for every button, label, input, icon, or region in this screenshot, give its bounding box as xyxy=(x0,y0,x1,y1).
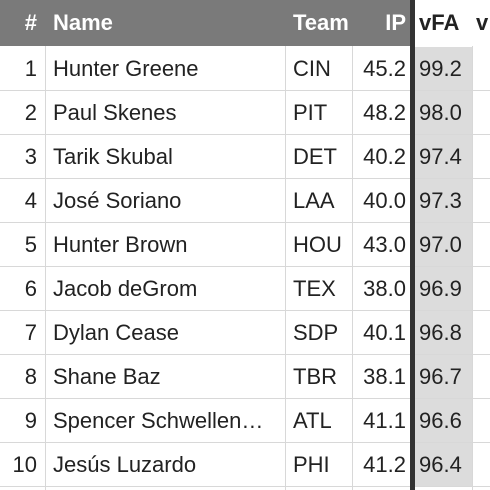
rank: 8 xyxy=(24,364,37,389)
innings-pitched: 40.2 xyxy=(363,144,406,169)
player-name: Hunter Brown xyxy=(53,232,188,257)
player-name-header: Name xyxy=(45,0,285,46)
team: TBR xyxy=(293,364,337,389)
column-divider xyxy=(45,46,46,490)
player-name: Hunter Greene xyxy=(53,56,199,81)
team: HOU xyxy=(293,232,342,257)
vfa: 96.4 xyxy=(415,443,472,486)
rank: 4 xyxy=(24,188,37,213)
innings-pitched: 48.2 xyxy=(363,100,406,125)
rank: 1 xyxy=(24,56,37,81)
innings-pitched-header: IP xyxy=(352,0,410,46)
innings-pitched: 38.0 xyxy=(363,276,406,301)
team: SDP xyxy=(293,320,339,345)
player-name: Jacob deGrom xyxy=(53,276,198,301)
rank: 9 xyxy=(24,408,37,433)
rank: 5 xyxy=(24,232,37,257)
frozen-column-divider xyxy=(410,0,415,490)
row-divider xyxy=(0,310,490,311)
innings-pitched: 41.1 xyxy=(363,408,406,433)
row-divider xyxy=(0,486,490,487)
rank: 3 xyxy=(24,144,37,169)
column-divider xyxy=(285,46,286,490)
vfa-header: vFA xyxy=(415,0,472,46)
rank: 6 xyxy=(24,276,37,301)
rank: 2 xyxy=(24,100,37,125)
vfa: 97.4 xyxy=(415,135,472,178)
innings-pitched: 40.1 xyxy=(363,320,406,345)
row-divider xyxy=(0,266,490,267)
row-divider xyxy=(0,222,490,223)
innings-pitched: 40.0 xyxy=(363,188,406,213)
vfa: 97.3 xyxy=(415,179,472,222)
row-divider xyxy=(0,134,490,135)
team: PHI xyxy=(293,452,330,477)
innings-pitched: 43.0 xyxy=(363,232,406,257)
vfa: 96.8 xyxy=(415,311,472,354)
team: ATL xyxy=(293,408,332,433)
next-column-header: v xyxy=(472,0,490,46)
innings-pitched: 41.2 xyxy=(363,452,406,477)
column-divider xyxy=(352,46,353,490)
player-name: Tarik Skubal xyxy=(53,144,173,169)
team: CIN xyxy=(293,56,331,81)
vfa: 96.6 xyxy=(415,399,472,442)
vfa: 96.7 xyxy=(415,355,472,398)
row-divider xyxy=(0,178,490,179)
team-header: Team xyxy=(285,0,352,46)
team: DET xyxy=(293,144,337,169)
column-divider xyxy=(472,46,473,490)
rank: 10 xyxy=(12,452,37,477)
innings-pitched: 38.1 xyxy=(363,364,406,389)
player-name: Dylan Cease xyxy=(53,320,179,345)
vfa: 98.0 xyxy=(415,91,472,134)
team: TEX xyxy=(293,276,336,301)
rank: 7 xyxy=(24,320,37,345)
vfa: 97.0 xyxy=(415,223,472,266)
team: LAA xyxy=(293,188,335,213)
row-divider xyxy=(0,90,490,91)
innings-pitched: 45.2 xyxy=(363,56,406,81)
player-name: Shane Baz xyxy=(53,364,161,389)
vfa: 96.9 xyxy=(415,267,472,310)
rank-header: # xyxy=(0,0,45,46)
vfa: 99.2 xyxy=(415,47,472,90)
player-name: Jesús Luzardo xyxy=(53,452,197,477)
player-name: José Soriano xyxy=(53,188,182,213)
team: PIT xyxy=(293,100,328,125)
row-divider xyxy=(0,442,490,443)
player-name: Spencer Schwellen… xyxy=(53,408,264,433)
row-divider xyxy=(0,354,490,355)
row-divider xyxy=(0,398,490,399)
player-name: Paul Skenes xyxy=(53,100,177,125)
